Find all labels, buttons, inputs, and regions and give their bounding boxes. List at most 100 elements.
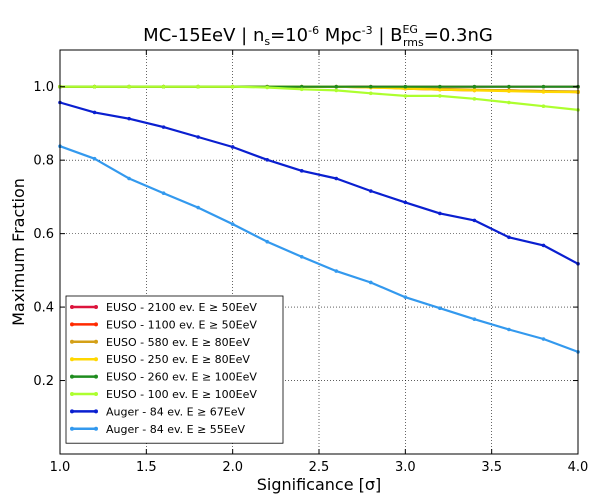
data-point bbox=[541, 243, 546, 248]
data-point bbox=[472, 88, 477, 93]
legend-marker bbox=[70, 409, 74, 414]
series-layer bbox=[58, 84, 580, 354]
data-point bbox=[541, 90, 546, 94]
data-point bbox=[438, 84, 442, 89]
data-point bbox=[334, 88, 339, 93]
data-point bbox=[161, 191, 166, 196]
title-prefix: MC-15EeV | n bbox=[143, 25, 264, 46]
data-point bbox=[541, 84, 546, 89]
x-tick-label: 2.0 bbox=[222, 460, 243, 475]
legend-entry: EUSO - 580 ev. E ≥ 80EeV bbox=[106, 336, 250, 349]
data-point bbox=[507, 84, 511, 89]
legend-marker bbox=[70, 357, 74, 362]
x-tick-label: 1.5 bbox=[136, 460, 157, 475]
data-point bbox=[127, 176, 131, 181]
series-7 bbox=[58, 144, 580, 354]
data-point bbox=[438, 94, 442, 98]
y-tick-label: 0.8 bbox=[33, 154, 54, 169]
data-point bbox=[334, 269, 339, 273]
title-mpc: Mpc bbox=[319, 25, 362, 46]
legend-marker bbox=[70, 305, 74, 309]
data-point bbox=[369, 91, 373, 96]
title-eq: =10 bbox=[270, 25, 308, 46]
data-point bbox=[127, 84, 131, 89]
title-sub-rms: rms bbox=[403, 36, 424, 49]
data-point bbox=[403, 295, 408, 299]
data-point bbox=[92, 156, 97, 161]
legend-entry: EUSO - 250 ev. E ≥ 80EeV bbox=[106, 353, 250, 366]
data-point bbox=[265, 158, 270, 162]
data-point bbox=[403, 84, 408, 89]
legend-marker bbox=[94, 305, 98, 309]
data-point bbox=[507, 235, 511, 240]
y-axis-label: Maximum Fraction bbox=[9, 178, 28, 326]
series-line bbox=[59, 101, 579, 265]
data-point bbox=[472, 84, 477, 89]
x-tick-label: 4.0 bbox=[568, 460, 589, 475]
y-tick-label: 1.0 bbox=[33, 80, 54, 95]
legend-marker bbox=[94, 322, 98, 327]
data-point bbox=[161, 84, 166, 89]
data-point bbox=[472, 218, 477, 223]
data-point bbox=[299, 254, 304, 259]
title-suffix: =0.3nG bbox=[424, 25, 493, 46]
title-sub-s: s bbox=[264, 35, 270, 48]
data-point bbox=[369, 189, 373, 193]
y-tick-label: 0.2 bbox=[33, 374, 54, 389]
legend-entry: EUSO - 1100 ev. E ≥ 50EeV bbox=[106, 318, 257, 331]
data-point bbox=[438, 87, 442, 92]
data-point bbox=[299, 84, 304, 89]
x-tick-label: 1.0 bbox=[50, 460, 71, 475]
data-point bbox=[438, 211, 442, 216]
legend-marker bbox=[70, 426, 74, 431]
data-point bbox=[334, 176, 339, 181]
data-point bbox=[92, 84, 97, 89]
legend-marker bbox=[94, 409, 98, 414]
data-point bbox=[507, 100, 511, 105]
data-point bbox=[369, 84, 373, 89]
data-point bbox=[334, 84, 339, 89]
legend-marker bbox=[70, 392, 74, 396]
data-point bbox=[403, 94, 408, 98]
legend-marker bbox=[70, 374, 74, 379]
y-tick-label: 0.4 bbox=[33, 301, 54, 316]
legend-marker bbox=[94, 374, 98, 379]
legend: EUSO - 2100 ev. E ≥ 50EeV EUSO - 1100 ev.… bbox=[65, 295, 284, 444]
data-point bbox=[403, 200, 408, 205]
x-tick-label: 2.5 bbox=[309, 460, 330, 475]
x-tick-label: 3.0 bbox=[395, 460, 416, 475]
title-sup-exp: -6 bbox=[308, 24, 319, 37]
legend-marker bbox=[94, 357, 98, 362]
legend-marker bbox=[70, 339, 74, 344]
legend-entry: EUSO - 2100 ev. E ≥ 50EeV bbox=[106, 301, 257, 314]
legend-marker bbox=[94, 339, 98, 344]
legend-box bbox=[65, 295, 284, 444]
legend-entry: EUSO - 100 ev. E ≥ 100EeV bbox=[106, 388, 257, 401]
data-point bbox=[299, 169, 304, 173]
legend-entry: EUSO - 260 ev. E ≥ 100EeV bbox=[106, 371, 257, 384]
data-point bbox=[265, 85, 270, 90]
data-point bbox=[541, 337, 546, 341]
data-point bbox=[230, 145, 235, 149]
legend-entry: Auger - 84 ev. E ≥ 67EeV bbox=[106, 405, 246, 418]
legend-marker bbox=[94, 426, 98, 431]
ticks: 1.0 1.5 2.0 2.5 3.0 3.5 4.0 0.2 0.4 0.6 0.8 1.0 bbox=[33, 50, 588, 475]
data-point bbox=[230, 84, 235, 89]
legend-entry: Auger - 84 ev. E ≥ 55EeV bbox=[106, 423, 246, 436]
data-point bbox=[196, 135, 200, 139]
title-b: | B bbox=[373, 25, 403, 46]
data-point bbox=[265, 239, 270, 244]
data-point bbox=[161, 125, 166, 129]
data-point bbox=[472, 317, 477, 322]
title-sup-eg: EG bbox=[402, 23, 417, 36]
chart-title: MC-15EeV | ns=10-6 Mpc-3 | BEG rms=0.3nG bbox=[143, 23, 493, 49]
data-point bbox=[196, 84, 200, 89]
data-point bbox=[92, 110, 97, 115]
data-point bbox=[541, 104, 546, 108]
data-point bbox=[369, 280, 373, 285]
title-sup-mpc: -3 bbox=[362, 24, 373, 37]
data-point bbox=[299, 87, 304, 92]
legend-marker bbox=[70, 322, 74, 327]
series-line bbox=[59, 145, 579, 353]
